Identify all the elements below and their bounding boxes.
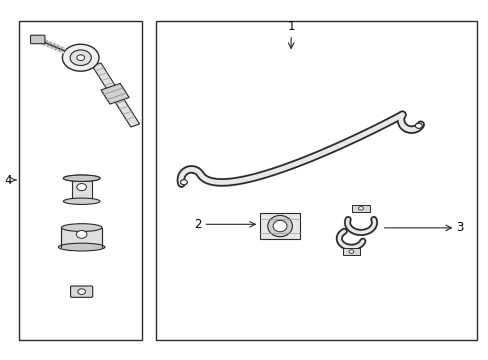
Circle shape [415, 123, 421, 128]
Bar [352, 205, 369, 212]
Circle shape [180, 180, 187, 185]
FancyBboxPatch shape [70, 286, 93, 297]
Circle shape [348, 250, 353, 253]
Ellipse shape [61, 224, 102, 231]
Text: 2: 2 [194, 218, 202, 231]
Circle shape [62, 44, 99, 71]
Ellipse shape [58, 243, 105, 251]
Ellipse shape [63, 175, 100, 181]
Bar [19, 21, 142, 339]
Ellipse shape [63, 198, 100, 204]
Bar [71, 178, 92, 201]
Ellipse shape [63, 175, 100, 181]
Bar [156, 21, 476, 339]
Circle shape [415, 123, 421, 128]
Circle shape [78, 289, 85, 294]
Polygon shape [101, 84, 129, 104]
Polygon shape [92, 63, 139, 127]
Bar [342, 248, 359, 255]
Circle shape [180, 180, 187, 185]
Circle shape [70, 50, 91, 66]
Text: 4: 4 [4, 174, 12, 186]
Circle shape [77, 55, 84, 60]
Circle shape [77, 184, 86, 191]
Ellipse shape [273, 220, 286, 232]
Circle shape [358, 207, 363, 210]
Bar [260, 213, 300, 239]
Bar [61, 228, 102, 247]
Circle shape [76, 230, 87, 238]
FancyBboxPatch shape [30, 35, 45, 44]
Text: 1: 1 [287, 20, 294, 33]
Text: 3: 3 [455, 221, 463, 234]
Ellipse shape [267, 215, 292, 237]
